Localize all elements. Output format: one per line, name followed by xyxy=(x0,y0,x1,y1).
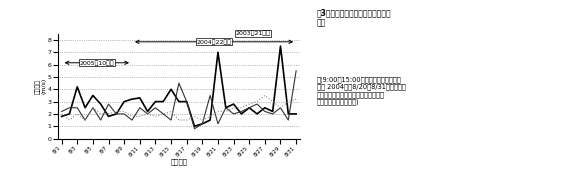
Text: 2004．22日間: 2004．22日間 xyxy=(197,39,231,45)
Text: 図3　花粉親開花期間における平均
風速: 図3 花粉親開花期間における平均 風速 xyxy=(317,8,392,28)
X-axis label: （月日）: （月日） xyxy=(170,159,188,165)
Text: 2003．21日間: 2003．21日間 xyxy=(235,30,271,36)
Text: (9:00～15:00における観測値の最大
値、 2004年の8/20、8/31は台風通過
による風、両端矢印は「おくのむらさ
き」の開花期間を表す): (9:00～15:00における観測値の最大 値、 2004年の8/20、8/31… xyxy=(317,76,406,105)
Y-axis label: 風速平均
(m/s): 風速平均 (m/s) xyxy=(35,78,46,94)
Text: 2005．10日間: 2005．10日間 xyxy=(80,60,114,66)
